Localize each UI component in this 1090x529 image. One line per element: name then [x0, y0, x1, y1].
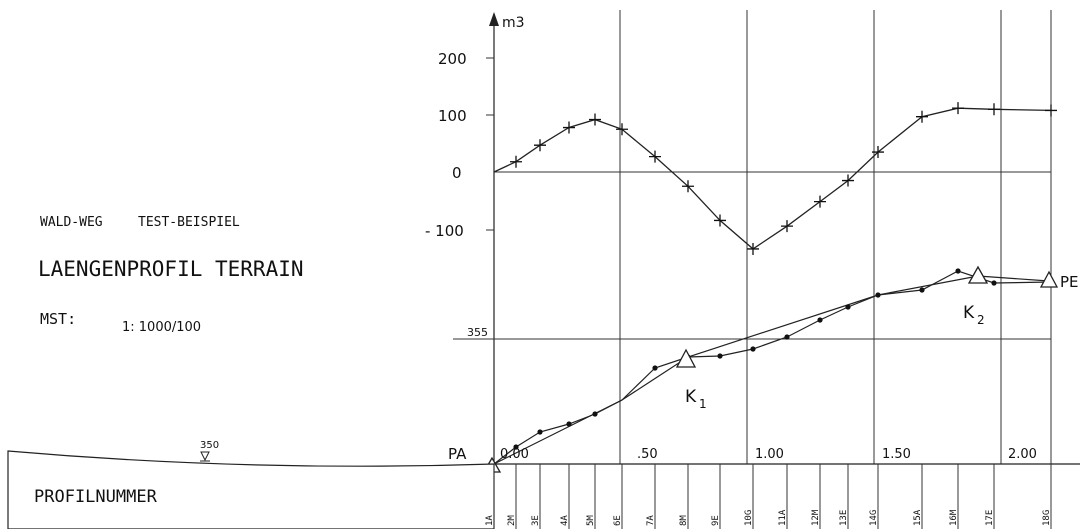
marker-350-icon: [200, 451, 210, 462]
volume-point: [682, 180, 694, 193]
volume-point: [1045, 104, 1057, 117]
profile-id-row: 1A 2M 3E 4A 5M 6E 7A 8M 9E 10G 11A 12M 13E 14G 15A 16M 1…: [485, 464, 1052, 529]
k2-sub: 2: [977, 313, 985, 327]
project-name: WALD-WEG: [40, 215, 103, 230]
profile-id-label: 3E: [531, 515, 541, 526]
volume-series: [493, 102, 1057, 255]
profile-id-label: 8M: [679, 515, 689, 526]
volume-point: [916, 110, 928, 123]
volume-point: [534, 139, 546, 152]
volume-point: [589, 113, 601, 126]
volume-point: [747, 242, 759, 255]
volume-point: [649, 150, 661, 163]
dist-0-50: .50: [637, 447, 658, 462]
tick-100: 100: [438, 107, 467, 125]
pe-label: PE: [1060, 273, 1079, 291]
terrain-profile: [493, 268, 1052, 465]
pa-label: PA: [448, 445, 467, 463]
volume-point: [814, 195, 826, 208]
volume-line: [493, 107, 1052, 250]
profile-id-label: 17E: [985, 510, 995, 526]
profile-number-label: PROFILNUMMER: [34, 487, 158, 507]
volume-point: [563, 121, 575, 134]
volume-point: [781, 220, 793, 233]
profile-id-label: 11A: [778, 509, 788, 526]
k2-triangle-icon: [967, 265, 989, 284]
level-355-label: 355: [467, 326, 488, 339]
y-axis-arrow-icon: [489, 12, 499, 26]
upper-ticks: [486, 57, 494, 231]
profile-id-label: 10G: [744, 510, 754, 526]
k2-label: K: [963, 303, 975, 323]
profile-id-label: 6E: [613, 515, 623, 526]
volume-point: [616, 123, 628, 136]
dist-1-00: 1.00: [755, 447, 784, 462]
marker-350-label: 350: [200, 440, 219, 451]
pe-triangle-icon: [1039, 270, 1059, 288]
profile-number-box: [7, 450, 495, 529]
k1-sub: 1: [699, 397, 707, 411]
volume-point: [952, 102, 964, 115]
profile-id-label: 7A: [646, 515, 656, 526]
profile-id-label: 18G: [1042, 510, 1052, 526]
dist-1-50: 1.50: [882, 447, 911, 462]
profile-id-label: 9E: [711, 515, 721, 526]
profile-id-label: 4A: [560, 515, 570, 526]
volume-point: [988, 103, 1000, 116]
profile-id-label: 2M: [507, 515, 517, 526]
project-subtitle: TEST-BEISPIEL: [138, 215, 240, 230]
volume-point: [842, 174, 854, 187]
volume-point: [714, 214, 726, 227]
upper-unit: m3: [502, 15, 525, 31]
drawing-title: LAENGENPROFIL TERRAIN: [38, 257, 304, 281]
scale-label: MST:: [40, 310, 76, 328]
profile-id-label: 14G: [869, 510, 879, 526]
k1-label: K: [685, 387, 697, 407]
k1-triangle-icon: [675, 348, 697, 368]
tick-200: 200: [438, 50, 467, 68]
profile-id-label: 13E: [839, 510, 849, 526]
scale-value: 1: 1000/100: [122, 320, 201, 335]
profile-id-label: 1A: [485, 515, 495, 526]
profile-id-label: 16M: [949, 509, 959, 526]
dist-0-00: 0.00: [500, 447, 529, 462]
profile-id-label: 12M: [811, 509, 821, 526]
profile-id-label: 15A: [913, 509, 923, 526]
volume-point: [510, 155, 522, 168]
dist-2-00: 2.00: [1008, 447, 1037, 462]
vertical-grid: [619, 10, 1052, 464]
profile-id-label: 5M: [586, 515, 596, 526]
tick-minus-100: - 100: [425, 222, 464, 240]
volume-point: [872, 146, 884, 159]
tick-0: 0: [452, 164, 462, 182]
